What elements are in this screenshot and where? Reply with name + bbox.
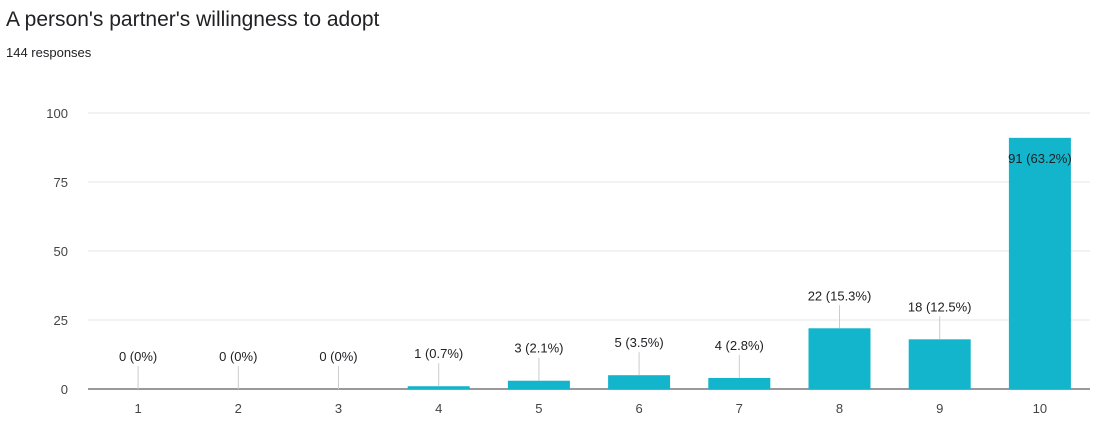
- data-label: 1 (0.7%): [414, 346, 463, 361]
- x-tick-label: 4: [435, 401, 442, 416]
- x-tick-label: 1: [134, 401, 141, 416]
- bar: [407, 386, 470, 389]
- y-tick-label: 75: [54, 175, 68, 190]
- bar: [608, 375, 671, 389]
- response-count: 144 responses: [6, 45, 92, 60]
- data-label: 91 (63.2%): [1008, 151, 1072, 166]
- y-tick-label: 25: [54, 313, 68, 328]
- data-label: 3 (2.1%): [514, 341, 563, 356]
- data-label: 4 (2.8%): [715, 338, 764, 353]
- chart-title: A person's partner's willingness to adop…: [6, 8, 380, 31]
- x-tick-label: 7: [736, 401, 743, 416]
- x-tick-label: 9: [936, 401, 943, 416]
- y-tick-label: 100: [46, 106, 68, 121]
- bar: [507, 380, 570, 389]
- y-tick-label: 0: [61, 382, 68, 397]
- y-tick-label: 50: [54, 244, 68, 259]
- data-label: 5 (3.5%): [615, 335, 664, 350]
- bar: [1008, 137, 1071, 389]
- data-label: 22 (15.3%): [808, 288, 872, 303]
- x-tick-label: 6: [635, 401, 642, 416]
- bar: [908, 339, 971, 389]
- data-label: 0 (0%): [219, 349, 257, 364]
- bar: [708, 377, 771, 389]
- data-label: 0 (0%): [119, 349, 157, 364]
- data-label: 18 (12.5%): [908, 299, 972, 314]
- x-tick-label: 8: [836, 401, 843, 416]
- bar: [808, 328, 871, 389]
- x-tick-label: 3: [335, 401, 342, 416]
- x-tick-label: 10: [1033, 401, 1047, 416]
- x-tick-label: 2: [235, 401, 242, 416]
- x-tick-label: 5: [535, 401, 542, 416]
- data-label: 0 (0%): [319, 349, 357, 364]
